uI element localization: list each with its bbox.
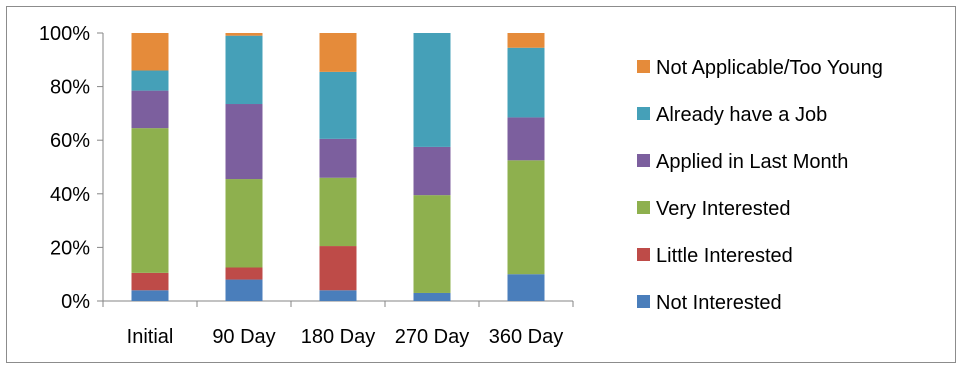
bar-stack	[413, 33, 451, 301]
legend-swatch	[637, 248, 650, 261]
bar-segment	[507, 33, 545, 48]
bar-segment	[225, 179, 263, 268]
legend-label: Already have a Job	[656, 104, 827, 126]
bar-segment	[319, 290, 357, 301]
bar-stack	[507, 33, 545, 301]
legend-swatch	[637, 295, 650, 308]
legend-entry: Not Applicable/Too Young	[637, 57, 883, 79]
legend-entry: Little Interested	[637, 245, 793, 267]
bar-segment	[413, 292, 451, 301]
x-axis: Initial 90 Day 180 Day 270 Day 360 Day	[102, 300, 574, 348]
y-tick-label: 60%	[50, 130, 90, 152]
legend-label: Very Interested	[656, 198, 791, 220]
legend-swatch	[637, 107, 650, 120]
legend-entry: Already have a Job	[637, 104, 827, 126]
bar-segment	[413, 146, 451, 196]
bar-segment	[507, 47, 545, 118]
legend-label: Not Applicable/Too Young	[656, 57, 883, 79]
bar-segment	[507, 160, 545, 275]
bars	[131, 33, 545, 301]
bar-stack	[225, 33, 263, 301]
bar-segment	[319, 71, 357, 139]
bar-segment	[319, 246, 357, 291]
legend-swatch	[637, 154, 650, 167]
legend: Not Applicable/Too Young Already have a J…	[637, 57, 883, 314]
x-tick-label: 270 Day	[395, 326, 470, 348]
bar-segment	[507, 117, 545, 161]
bar-segment	[413, 33, 451, 147]
legend-entry: Applied in Last Month	[637, 151, 848, 173]
bar-segment	[131, 290, 169, 301]
bar-segment	[319, 138, 357, 178]
bar-segment	[131, 128, 169, 273]
legend-entry: Very Interested	[637, 198, 791, 220]
bar-segment	[225, 33, 263, 36]
x-tick-label: 180 Day	[301, 326, 376, 348]
x-tick-label: 360 Day	[489, 326, 564, 348]
legend-label: Applied in Last Month	[656, 151, 848, 173]
y-tick-label: 0%	[61, 291, 90, 313]
bar-segment	[225, 35, 263, 105]
y-axis: 0% 20% 40% 60% 80% 100%	[39, 23, 104, 313]
bar-segment	[131, 90, 169, 129]
bar-segment	[507, 274, 545, 301]
bar-segment	[225, 104, 263, 180]
bar-segment	[413, 195, 451, 293]
bar-segment	[319, 33, 357, 72]
bar-segment	[131, 33, 169, 71]
bar-segment	[319, 177, 357, 247]
bar-segment	[131, 70, 169, 91]
x-tick-label: 90 Day	[212, 326, 275, 348]
legend-swatch	[637, 60, 650, 73]
y-tick-label: 80%	[50, 77, 90, 99]
legend-swatch	[637, 201, 650, 214]
bar-segment	[131, 272, 169, 291]
bar-segment	[225, 279, 263, 301]
x-tick-label: Initial	[127, 326, 174, 348]
y-tick-label: 20%	[50, 237, 90, 259]
legend-entry: Not Interested	[637, 292, 782, 314]
bar-stack	[319, 33, 357, 301]
bar-segment	[225, 267, 263, 280]
y-tick-label: 40%	[50, 184, 90, 206]
legend-label: Little Interested	[656, 245, 793, 267]
bar-stack	[131, 33, 169, 301]
y-tick-label: 100%	[39, 23, 90, 45]
legend-label: Not Interested	[656, 292, 782, 314]
